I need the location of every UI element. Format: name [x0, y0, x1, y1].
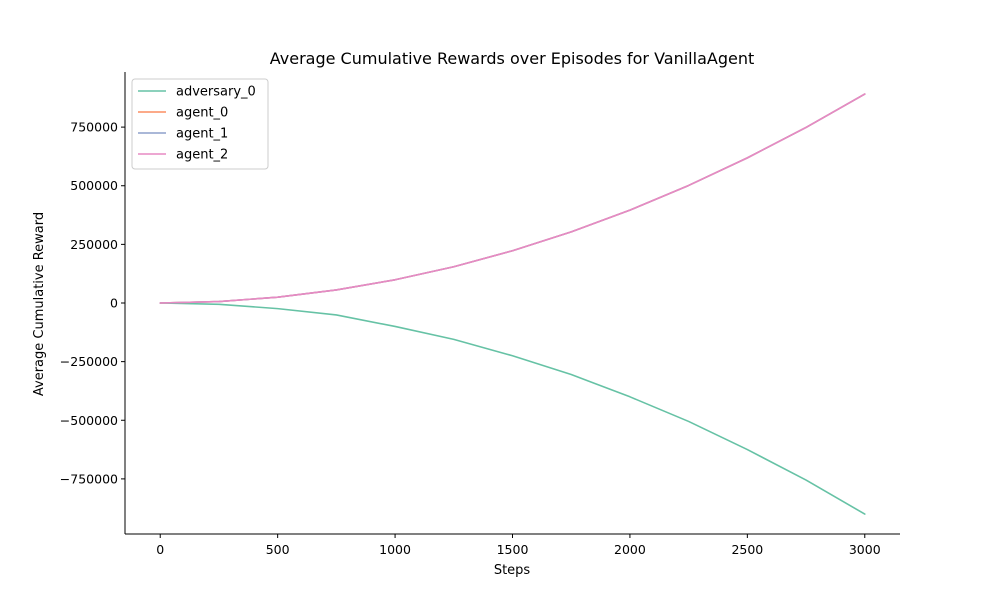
legend-box	[131, 78, 269, 170]
legend-label-agent_2: agent_2	[176, 148, 228, 163]
x-tick-label: 3000	[849, 542, 881, 557]
y-tick-label: 0	[110, 296, 118, 311]
y-axis-label: Average Cumulative Reward	[32, 212, 47, 396]
series-line-agent_2	[159, 93, 866, 304]
legend-label-adversary_0: adversary_0	[176, 85, 256, 100]
y-tick-label: −500000	[60, 413, 118, 428]
x-axis-label: Steps	[494, 563, 531, 578]
x-tick-label: 1000	[379, 542, 411, 557]
y-tick-label: 750000	[70, 120, 118, 135]
x-tick-label: 500	[266, 542, 290, 557]
chart-title: Average Cumulative Rewards over Episodes…	[270, 49, 754, 68]
legend: adversary_0 agent_0 agent_1 agent_2	[131, 78, 269, 170]
x-tick-label: 2500	[731, 542, 763, 557]
y-tick-label: 500000	[70, 178, 118, 193]
legend-label-agent_0: agent_0	[176, 106, 228, 121]
legend-label-agent_1: agent_1	[176, 127, 228, 142]
series-line-adversary_0	[159, 302, 866, 515]
y-tick-label: −750000	[60, 471, 118, 486]
plot-area: 0 500 1000 1500 2000 2500 3000 −750000 −500000 −2…	[60, 72, 900, 557]
y-tick-label: 250000	[70, 237, 118, 252]
y-tick-label: −250000	[60, 354, 118, 369]
x-tick-label: 0	[156, 542, 164, 557]
x-tick-label: 1500	[497, 542, 529, 557]
x-tick-label: 2000	[614, 542, 646, 557]
